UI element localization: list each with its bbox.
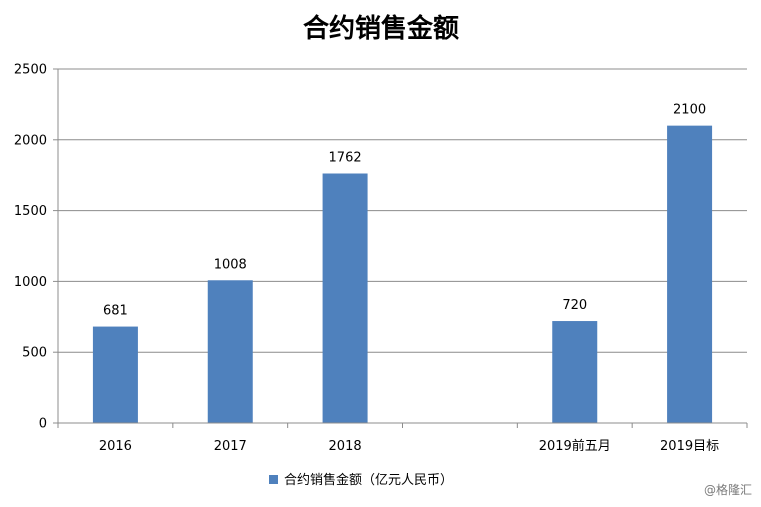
legend: 合约销售金额（亿元人民币）: [269, 472, 453, 488]
x-tick-label-0: 2016: [99, 439, 132, 454]
data-label-2: 1762: [329, 151, 362, 166]
bar-2: [322, 173, 368, 423]
bar-4: [552, 321, 598, 423]
y-tick-label-2: 1000: [14, 275, 47, 290]
bars: [92, 125, 713, 423]
x-tick-label-5: 2019目标: [660, 439, 719, 454]
legend-swatch: [269, 475, 278, 484]
data-labels: 681 1008 1762 720 2100: [103, 103, 706, 319]
data-label-0: 681: [103, 304, 128, 319]
data-label-5: 2100: [673, 103, 706, 118]
y-tick-label-4: 2000: [14, 133, 47, 148]
x-tick-label-4: 2019前五月: [539, 438, 611, 454]
bar-0: [92, 326, 138, 423]
y-tick-label-0: 0: [39, 417, 47, 432]
watermark: @格隆汇: [704, 482, 752, 497]
chart-title: 合约销售金额: [303, 13, 459, 44]
data-label-1: 1008: [214, 257, 247, 272]
y-axis-ticks: 0 500 1000 1500 2000 2500: [14, 63, 47, 432]
y-tick-label-3: 1500: [14, 204, 47, 219]
x-axis-ticks: 2016 2017 2018 2019前五月 2019目标: [58, 422, 747, 454]
gridlines: [53, 68, 748, 428]
x-tick-label-2: 2018: [329, 439, 362, 454]
data-label-4: 720: [562, 298, 587, 313]
bar-1: [207, 280, 253, 423]
y-tick-label-1: 500: [22, 346, 47, 361]
bar-5: [667, 125, 713, 423]
legend-label: 合约销售金额（亿元人民币）: [284, 472, 453, 488]
y-tick-label-5: 2500: [14, 63, 47, 78]
x-tick-label-1: 2017: [214, 439, 247, 454]
